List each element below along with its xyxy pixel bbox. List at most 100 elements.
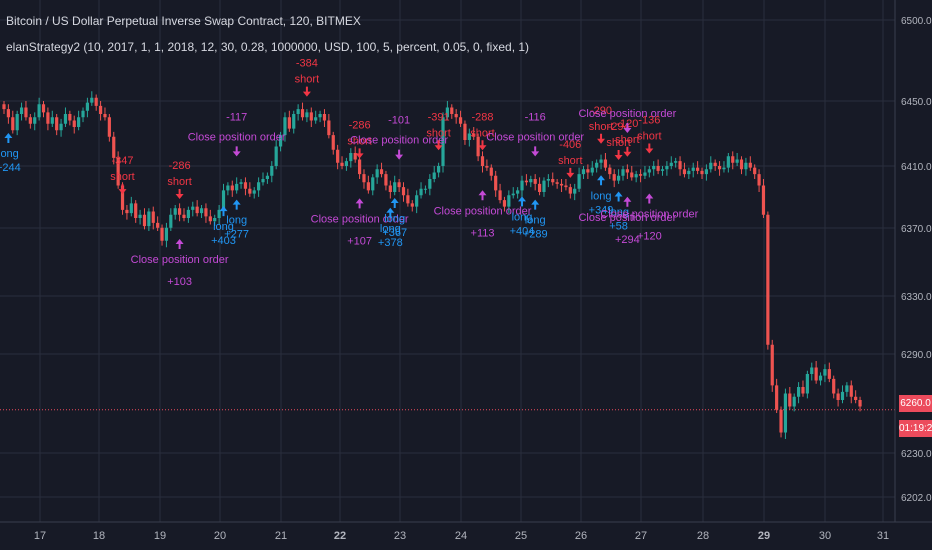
signal-arrow-up-icon: [219, 206, 228, 217]
candle-body: [270, 166, 274, 176]
candle-body: [397, 182, 401, 188]
candle-body: [660, 169, 665, 171]
candle-body: [357, 159, 362, 175]
candle-body: [810, 367, 814, 374]
x-tick-label: 18: [93, 530, 105, 542]
candle-body: [801, 387, 805, 394]
candle-body: [318, 114, 322, 118]
signal-arrow-up-icon: [4, 133, 13, 143]
candle-body: [656, 166, 660, 171]
candle-body: [388, 185, 392, 192]
candle-body: [63, 114, 68, 124]
x-tick-label: 28: [697, 530, 709, 542]
symbol-title: Bitcoin / US Dollar Perpetual Inverse Sw…: [6, 14, 361, 28]
candle-body: [151, 211, 155, 223]
candle-body: [94, 97, 98, 106]
candle-body: [537, 183, 542, 192]
current-price-label: 6260.0: [899, 395, 932, 412]
candle-body: [450, 107, 454, 114]
close-signal-profit: +113: [471, 227, 495, 239]
candle-body: [524, 180, 529, 183]
candle-body: [164, 227, 169, 241]
candle-body: [173, 208, 177, 215]
candle-body: [305, 112, 309, 118]
candle-body: [283, 117, 287, 136]
candle-body: [353, 153, 357, 160]
signal-arrow-down-icon: [623, 146, 632, 157]
candle-body: [199, 208, 204, 214]
signal-arrow-up-icon: [531, 199, 540, 210]
signal-arrow-down-icon: [478, 140, 487, 151]
candle-body: [156, 222, 160, 228]
candle-body: [849, 385, 853, 397]
short-signal-label: short: [426, 127, 450, 139]
candle-body: [445, 107, 449, 118]
candle-body: [415, 195, 419, 207]
candle-body: [533, 179, 537, 184]
candle-body: [845, 385, 849, 392]
candle-body: [401, 187, 406, 196]
short-signal-label: short: [589, 121, 613, 133]
short-signal-label: short: [558, 155, 582, 167]
long-signal-profit: +378: [378, 237, 403, 249]
candle-body: [230, 185, 234, 191]
candle-body: [458, 117, 463, 124]
short-signal-profit: -136: [638, 115, 660, 127]
close-signal-profit: +107: [347, 235, 372, 247]
signal-arrow-down-icon: [531, 146, 540, 157]
short-signal-profit: -290: [590, 105, 612, 117]
short-signal-label: short: [470, 127, 494, 139]
candle-body: [744, 162, 748, 170]
candle-body: [832, 378, 836, 394]
candle-body: [691, 167, 695, 171]
long-signal-profit: +404: [510, 225, 535, 237]
candle-body: [700, 170, 704, 175]
y-tick-label: 6290.0: [901, 350, 932, 361]
candle-body: [581, 169, 586, 175]
short-signal-label: short: [606, 137, 630, 149]
candle-body: [120, 185, 125, 210]
candle-body: [599, 159, 603, 163]
candle-body: [573, 188, 577, 194]
candle-body: [252, 190, 256, 194]
short-signal-label: short: [110, 171, 134, 183]
candle-body: [221, 190, 226, 210]
candle-body: [366, 182, 370, 191]
candle-body: [467, 133, 471, 140]
candle-body: [296, 109, 300, 114]
y-tick-label: 6410.0: [901, 162, 932, 173]
x-tick-label: 21: [275, 530, 287, 542]
signal-arrow-up-icon: [597, 175, 606, 186]
candle-body: [638, 174, 643, 176]
candle-body: [204, 208, 208, 217]
long-signal-label: long: [591, 190, 612, 202]
candle-body: [107, 117, 111, 137]
candle-body: [362, 174, 366, 183]
candle-body: [463, 123, 467, 140]
candle-body: [134, 203, 138, 218]
candle-body: [529, 179, 533, 183]
candle-body: [213, 218, 217, 222]
candles-layer: [0, 91, 895, 439]
candle-body: [603, 159, 608, 168]
candle-body: [669, 162, 673, 166]
candle-body: [116, 157, 120, 186]
candle-body: [419, 188, 423, 196]
signal-arrow-up-icon: [355, 198, 364, 209]
candle-body: [709, 162, 713, 170]
candle-body: [516, 190, 520, 194]
y-tick-label: 6370.0: [901, 224, 932, 235]
candle-body: [432, 172, 436, 179]
candle-body: [68, 114, 72, 121]
candle-body: [46, 112, 50, 124]
candle-body: [292, 114, 296, 129]
candle-body: [322, 114, 327, 121]
short-signal-profit: -406: [559, 139, 581, 151]
candle-body: [546, 179, 550, 181]
candle-body: [805, 374, 809, 394]
short-signal-profit: -286: [349, 119, 371, 131]
candle-body: [476, 136, 480, 157]
close-signal-label: Close position order: [578, 108, 676, 120]
